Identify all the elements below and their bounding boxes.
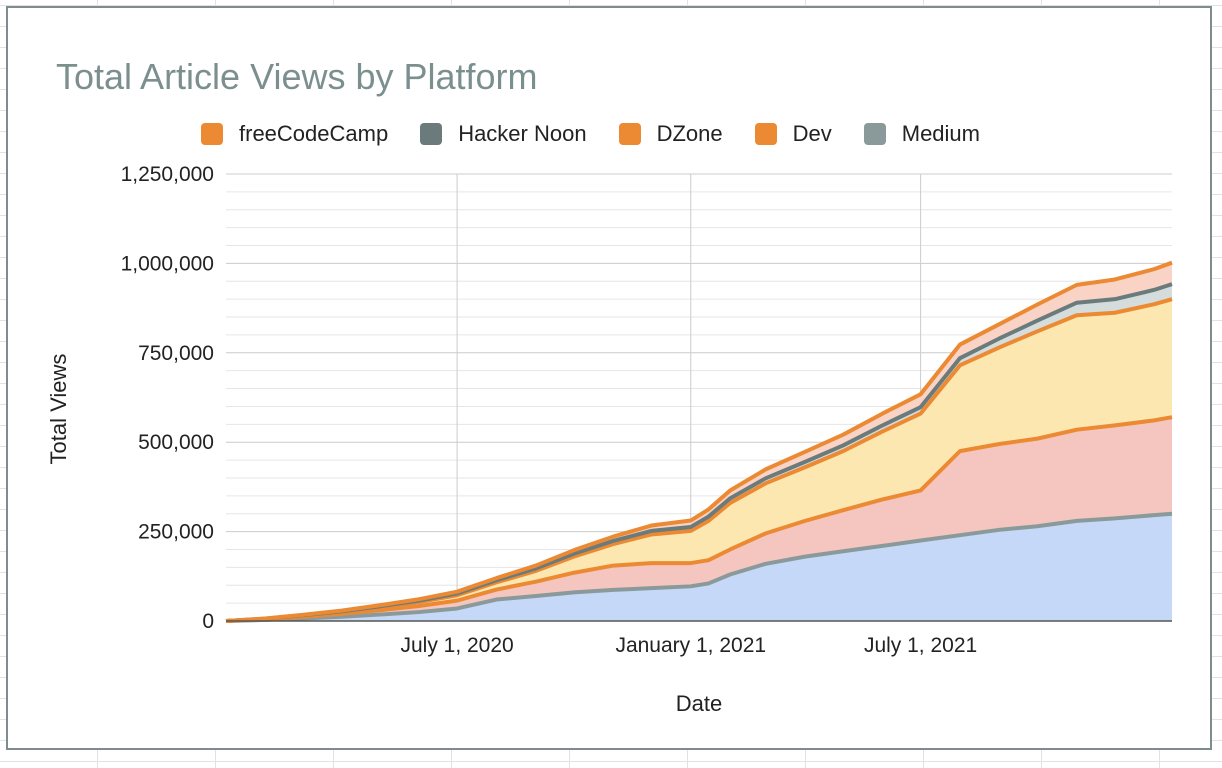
y-tick-label: 0 bbox=[202, 610, 214, 633]
series-line-dev bbox=[225, 415, 1173, 623]
legend-label-hacker-noon: Hacker Noon bbox=[458, 121, 587, 146]
x-tick-label: July 1, 2021 bbox=[864, 634, 977, 657]
legend-item-freecodecamp[interactable]: freeCodeCamp bbox=[201, 121, 388, 147]
y-tick-label: 500,000 bbox=[138, 431, 214, 454]
legend-item-dzone[interactable]: DZone bbox=[618, 121, 723, 147]
area-dev bbox=[226, 417, 1172, 621]
legend-label-medium: Medium bbox=[901, 121, 980, 146]
legend-item-medium[interactable]: Medium bbox=[863, 121, 980, 147]
x-tick-label: July 1, 2020 bbox=[400, 634, 513, 657]
y-tick-label: 250,000 bbox=[138, 521, 214, 544]
legend-swatch-dzone bbox=[618, 123, 641, 145]
area-medium bbox=[226, 513, 1172, 621]
area-dzone bbox=[226, 299, 1172, 621]
legend-swatch-freecodecamp bbox=[201, 123, 223, 145]
legend-label-dzone: DZone bbox=[656, 121, 723, 146]
x-axis-label: Date bbox=[676, 691, 722, 716]
series-line-freecodecamp bbox=[225, 260, 1173, 623]
chart-title: Total Article Views by Platform bbox=[56, 56, 538, 97]
y-axis-label: Total Views bbox=[46, 354, 71, 465]
legend-swatch-medium bbox=[863, 123, 886, 145]
area-freecodecamp bbox=[226, 262, 1172, 621]
legend-label-dev: Dev bbox=[792, 121, 832, 146]
legend-label-freecodecamp: freeCodeCamp bbox=[239, 121, 389, 146]
legend-item-hacker-noon[interactable]: Hacker Noon bbox=[420, 121, 587, 147]
series-line-medium bbox=[225, 511, 1173, 623]
y-tick-label: 1,250,000 bbox=[121, 163, 214, 186]
legend-item-dev[interactable]: Dev bbox=[754, 121, 832, 147]
x-tick-label: January 1, 2021 bbox=[615, 634, 766, 657]
y-tick-label: 750,000 bbox=[138, 342, 214, 365]
legend-swatch-hacker-noon bbox=[420, 123, 443, 145]
chart-legend: freeCodeCamp Hacker Noon DZone Dev Mediu… bbox=[201, 120, 1012, 148]
y-tick-label: 1,000,000 bbox=[121, 252, 214, 275]
legend-swatch-dev bbox=[754, 123, 777, 145]
